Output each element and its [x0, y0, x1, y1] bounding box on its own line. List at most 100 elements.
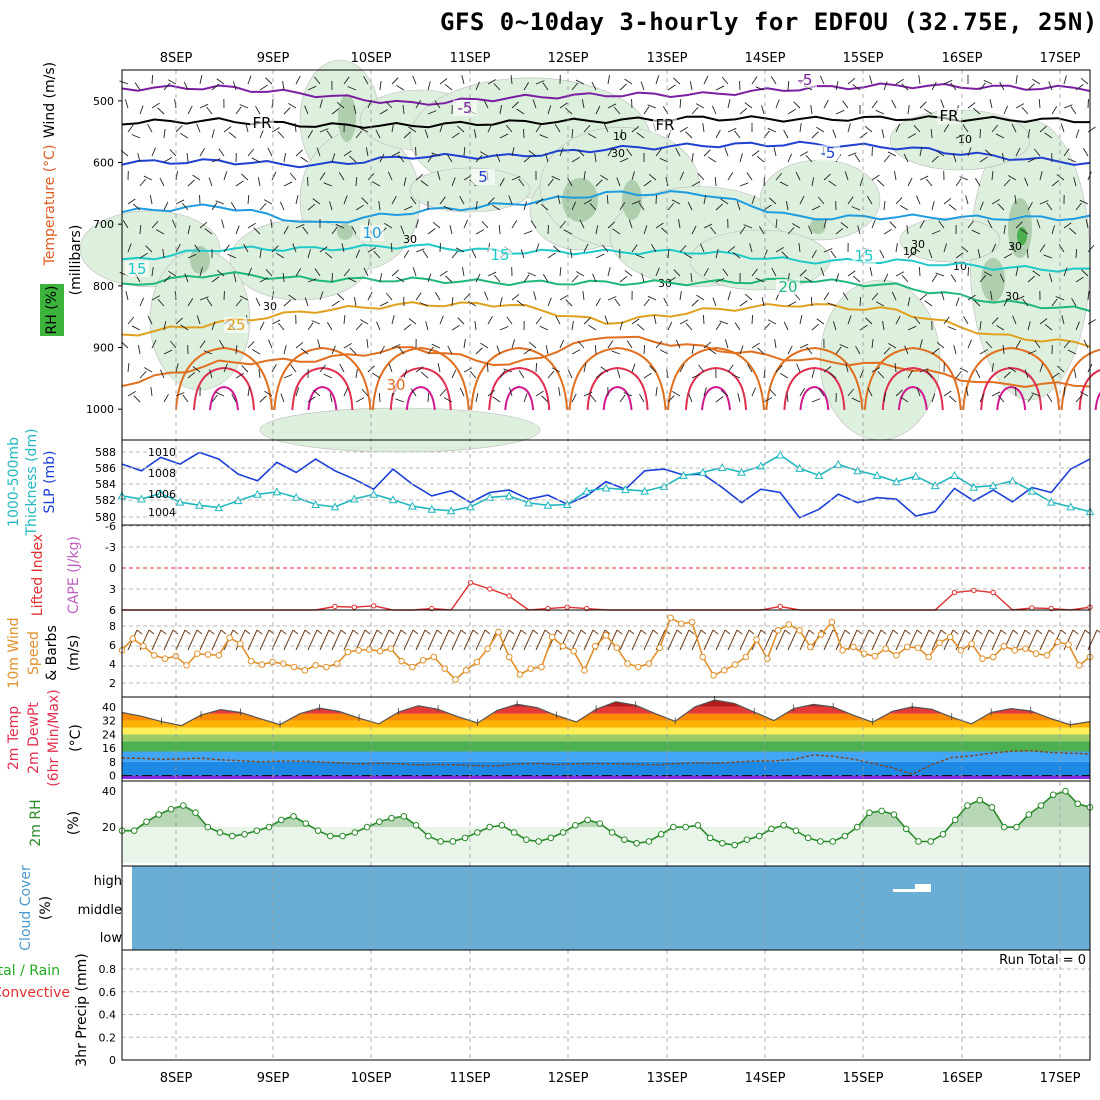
wind-barb [919, 339, 923, 349]
wind-barb [245, 123, 249, 133]
wind-barb [702, 123, 705, 133]
rh2m-point [755, 832, 763, 840]
wind10-point [430, 653, 438, 661]
wind-barb [439, 78, 448, 85]
wind-barb [119, 80, 129, 85]
wind-barb [523, 348, 532, 355]
wind-barb [264, 390, 273, 397]
wind-barb [463, 293, 471, 301]
wind-barb [218, 340, 225, 349]
thickness-point [814, 470, 824, 479]
wind-barb [432, 221, 441, 229]
wind10-point [473, 658, 481, 666]
wind-barb [343, 315, 346, 325]
wind-barb [1087, 319, 1097, 325]
rh2m-point [878, 807, 885, 815]
wind-barb [734, 130, 741, 139]
wind-barb [151, 295, 161, 301]
wind-barb [233, 273, 237, 283]
wind-barb [390, 242, 393, 253]
rh2m-point [976, 796, 984, 804]
wind-barb [575, 271, 585, 277]
wind-barb [251, 157, 261, 163]
wind-barb [163, 82, 171, 91]
wind-barb [761, 105, 765, 115]
wind-barb [1015, 295, 1025, 301]
wind-barb [955, 370, 963, 379]
wind-barb [793, 101, 801, 109]
isotherm-label-bg [793, 72, 817, 88]
wind-barb [626, 340, 633, 349]
wind-barb [396, 84, 405, 91]
rh2m-point [363, 823, 371, 831]
thickness-tick: 582 [95, 494, 116, 507]
wind10-barb [175, 629, 186, 651]
wind10-barb-flag [568, 629, 575, 635]
wind-barb [439, 315, 444, 325]
rh-contour-label: 30 [611, 147, 625, 160]
thickness-point [833, 459, 843, 468]
wind-barb [187, 179, 195, 187]
wind-barb [952, 153, 957, 163]
thickness-point [969, 482, 979, 491]
wind-barb [767, 319, 777, 325]
wind10-barb-flag [964, 629, 971, 635]
wind-barb [715, 322, 722, 331]
wind-barb [655, 148, 662, 157]
isotherm-label: -5 [458, 99, 473, 117]
wind-barb [1039, 200, 1049, 205]
wind-barb [867, 387, 873, 397]
wind-barb [1087, 244, 1095, 253]
wind-barb [243, 243, 249, 253]
wind-barb [343, 387, 349, 397]
wind-barb [331, 300, 340, 307]
wind-barb [616, 177, 621, 187]
rh-contour-label: 10 [953, 260, 967, 273]
wind-barb [199, 148, 206, 157]
wind-barb [288, 102, 297, 109]
wind-barb [1039, 244, 1046, 253]
wind10-barb [607, 629, 618, 651]
wind-barb [916, 387, 921, 397]
wind-barb [295, 341, 304, 349]
wind10-point [699, 653, 707, 661]
wind-barb [379, 109, 389, 115]
wind-barb [767, 127, 777, 133]
wind-barb [223, 126, 232, 133]
wind-barb [1032, 78, 1041, 85]
wind10-barb-flag [400, 629, 407, 635]
wind-barb [991, 198, 1000, 205]
wind-barb [355, 249, 361, 259]
wind-barb [871, 339, 874, 349]
wind-barb [702, 314, 705, 325]
wind-barb [835, 273, 840, 283]
precip-tick: 0.4 [99, 1009, 117, 1022]
wind10-barb [943, 629, 954, 651]
wind-barb [967, 294, 976, 301]
wind-barb [271, 171, 277, 181]
wind-barb [415, 292, 422, 301]
wind-barb [845, 363, 849, 373]
wind-barb [255, 105, 261, 115]
wind10-barb [535, 629, 546, 651]
wind-barb [282, 272, 285, 283]
wind-barb [1051, 372, 1060, 379]
wind10-barb [775, 629, 786, 651]
wind-barb [950, 82, 957, 91]
wind-barb [715, 249, 719, 259]
wind-barb [1027, 201, 1033, 211]
wind-barb [571, 82, 579, 91]
wind-barb [811, 177, 815, 187]
wind-barb [367, 99, 372, 109]
wind-barb [355, 204, 364, 211]
wind-barb [528, 150, 537, 157]
wind-barb [412, 267, 417, 277]
dewpoint-line [121, 749, 1091, 776]
wind-barb [1087, 126, 1096, 133]
li-tick: 3 [109, 583, 116, 596]
wind-barb [883, 228, 892, 235]
wind-barb [607, 103, 617, 109]
wind-barb [402, 105, 405, 115]
